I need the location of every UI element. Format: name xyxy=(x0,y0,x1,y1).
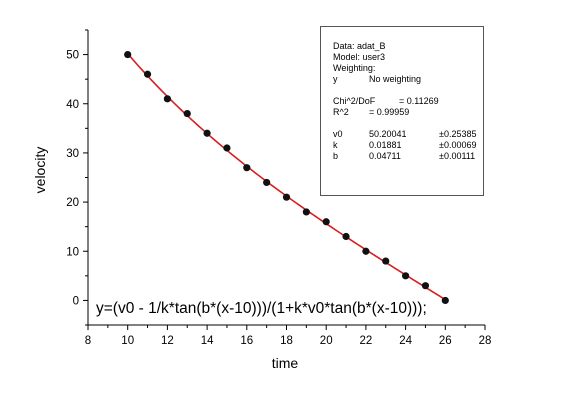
y-tick-label: 50 xyxy=(66,50,79,62)
fit-weighting-row: y No weighting xyxy=(333,74,483,85)
r2-label: R^2 xyxy=(333,107,349,117)
chi-value: = 0.11269 xyxy=(399,96,439,106)
data-point xyxy=(322,218,330,226)
fit-param-row-b: b 0.04711 ±0.00111 xyxy=(333,151,483,162)
y-tick-label: 30 xyxy=(66,148,79,160)
x-tick-label: 8 xyxy=(85,335,91,347)
data-point xyxy=(421,282,430,290)
y-tick-label: 20 xyxy=(66,197,79,209)
data-point xyxy=(163,95,171,103)
data-point xyxy=(362,247,370,255)
x-tick-label: 20 xyxy=(320,335,333,347)
param-error: ±0.00111 xyxy=(439,151,476,161)
weighting-var: y xyxy=(333,74,338,84)
ticks xyxy=(83,29,486,330)
fit-equation: y=(v0 - 1/k*tan(b*(x-10)))/(1+k*v0*tan(b… xyxy=(96,300,427,317)
fit-model-line: Model: user3 xyxy=(333,52,386,62)
data-point xyxy=(203,129,211,137)
data-point xyxy=(183,109,191,118)
param-value: 0.01881 xyxy=(369,140,402,150)
data-point xyxy=(143,70,152,78)
param-name: b xyxy=(333,151,339,161)
param-value: 50.20041 xyxy=(369,129,407,139)
fit-r2-row: R^2 = 0.99959 xyxy=(333,107,483,118)
y-axis-title: velocity xyxy=(32,147,48,194)
x-tick-label: 26 xyxy=(439,335,452,347)
weighting-value: No weighting xyxy=(369,74,422,84)
data-point xyxy=(124,50,132,59)
param-error: ±0.25385 xyxy=(439,129,477,139)
param-name: k xyxy=(333,140,338,150)
fit-chi-row: Chi^2/DoF = 0.11269 xyxy=(333,96,483,107)
data-point xyxy=(402,272,410,280)
fit-report-box: Data: adat_B Model: user3 Weighting: y No… xyxy=(320,26,484,196)
data-point xyxy=(282,193,291,201)
x-tick-label: 12 xyxy=(161,335,174,347)
param-name: v0 xyxy=(333,129,343,139)
x-tick-label: 14 xyxy=(201,335,214,347)
r2-value: = 0.99959 xyxy=(369,107,410,117)
y-tick-labels: 0 10 20 30 40 50 xyxy=(66,50,79,308)
x-tick-label: 22 xyxy=(360,335,373,347)
y-tick-label: 40 xyxy=(66,99,79,111)
x-tick-label: 16 xyxy=(240,335,253,347)
fit-data-line: Data: adat_B xyxy=(333,41,386,51)
chi-label: Chi^2/DoF xyxy=(333,96,376,106)
data-point xyxy=(382,257,390,265)
data-point xyxy=(441,296,449,305)
y-tick-label: 0 xyxy=(73,295,79,307)
data-point xyxy=(342,232,350,241)
fit-param-row-k: k 0.01881 ±0.00069 xyxy=(333,140,483,151)
x-tick-label: 10 xyxy=(121,335,134,347)
fit-param-row-v0: v0 50.20041 ±0.25385 xyxy=(333,129,483,140)
param-error: ±0.00069 xyxy=(439,140,477,150)
x-tick-label: 28 xyxy=(479,335,492,347)
x-tick-label: 18 xyxy=(280,335,293,347)
data-point xyxy=(243,164,251,172)
data-point xyxy=(263,178,271,187)
x-tick-label: 24 xyxy=(399,335,412,347)
y-tick-label: 10 xyxy=(66,246,79,258)
param-value: 0.04711 xyxy=(369,151,401,161)
x-axis-title: time xyxy=(272,355,299,371)
data-points xyxy=(124,50,449,305)
x-tick-labels: 8 10 12 14 16 18 20 22 24 26 28 xyxy=(85,335,492,347)
data-point xyxy=(302,208,310,216)
data-point xyxy=(223,144,231,152)
fit-weighting-label: Weighting: xyxy=(333,63,376,73)
